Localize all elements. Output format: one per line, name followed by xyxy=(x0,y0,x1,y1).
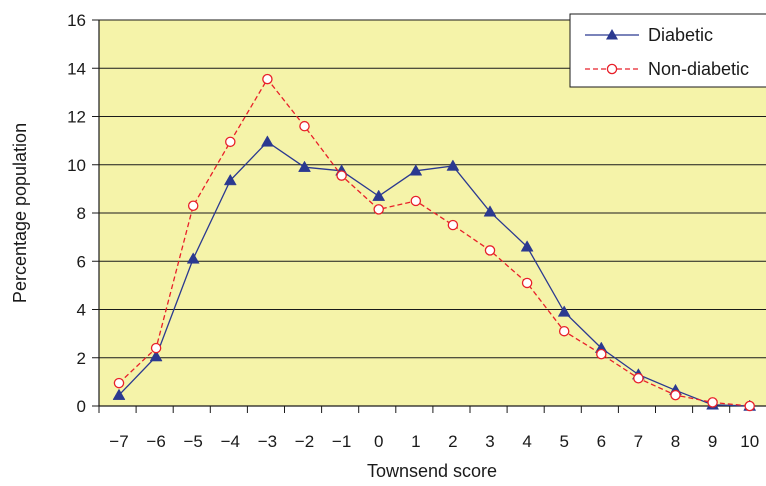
data-point-marker xyxy=(744,400,755,412)
data-point-marker xyxy=(150,342,162,354)
x-tick-label: −7 xyxy=(109,432,128,451)
data-point-marker xyxy=(521,277,533,289)
legend-label: Non-diabetic xyxy=(648,59,749,79)
x-tick-label: 8 xyxy=(671,432,680,451)
x-tick-label: 9 xyxy=(708,432,717,451)
data-point-marker xyxy=(410,195,422,207)
x-axis-title: Townsend score xyxy=(367,461,497,481)
data-point-marker xyxy=(262,73,273,85)
series-line xyxy=(118,77,750,407)
data-point-marker xyxy=(372,189,386,201)
data-point-marker xyxy=(670,389,681,401)
data-point-marker xyxy=(223,173,237,186)
x-tick-label: −2 xyxy=(295,432,314,451)
data-point-marker xyxy=(187,200,199,212)
data-point-marker xyxy=(373,204,384,215)
y-tick-label: 0 xyxy=(77,397,86,416)
x-tick-label: −4 xyxy=(221,432,240,451)
data-point-marker xyxy=(707,397,718,408)
data-point-marker xyxy=(557,305,571,317)
y-tick-label: 2 xyxy=(77,349,86,368)
series-line xyxy=(118,140,750,407)
x-tick-label: −1 xyxy=(332,432,351,451)
x-tick-label: 2 xyxy=(448,432,457,451)
data-point-marker xyxy=(447,219,459,231)
y-tick-label: 4 xyxy=(77,301,86,320)
x-tick-label: 6 xyxy=(597,432,606,451)
y-tick-label: 6 xyxy=(77,252,86,271)
y-tick-label: 16 xyxy=(67,11,86,30)
legend-box xyxy=(569,13,766,88)
x-tick-label: 5 xyxy=(559,432,568,451)
data-point-marker xyxy=(484,245,496,256)
x-tick-label: −3 xyxy=(258,432,277,451)
legend-marker xyxy=(606,63,618,75)
data-point-marker xyxy=(336,170,347,181)
legend: Diabetic Non-diabetic xyxy=(569,13,766,88)
x-tick-label: 7 xyxy=(634,432,643,451)
data-point-marker xyxy=(113,377,125,389)
data-point-marker xyxy=(225,136,236,148)
y-tick-label: 8 xyxy=(77,204,86,223)
data-point-marker xyxy=(298,160,311,172)
data-point-marker xyxy=(558,325,570,337)
legend-marker xyxy=(606,29,618,40)
data-point-marker xyxy=(483,205,497,217)
x-tick-label: 3 xyxy=(485,432,494,451)
y-tick-label: 14 xyxy=(67,59,86,78)
legend-label: Diabetic xyxy=(648,25,713,45)
x-tick-label: 4 xyxy=(522,432,531,451)
data-point-marker xyxy=(446,159,460,171)
data-point-marker xyxy=(186,252,200,264)
data-point-marker xyxy=(409,164,423,176)
x-tick-label: 10 xyxy=(740,432,759,451)
x-tick-label: 1 xyxy=(411,432,420,451)
data-point-marker xyxy=(260,135,274,147)
x-tick-label: −5 xyxy=(184,432,203,451)
data-point-marker xyxy=(149,350,163,362)
series-layer xyxy=(112,73,757,412)
data-point-marker xyxy=(633,373,644,384)
x-tick-label: 0 xyxy=(374,432,383,451)
data-point-marker xyxy=(596,348,607,360)
data-point-marker xyxy=(112,388,126,400)
y-axis-title: Percentage population xyxy=(10,123,30,303)
data-point-marker xyxy=(299,120,310,132)
data-point-marker xyxy=(520,240,534,252)
y-tick-label: 10 xyxy=(67,156,86,175)
x-tick-label: −6 xyxy=(146,432,165,451)
y-tick-label: 12 xyxy=(67,108,86,127)
